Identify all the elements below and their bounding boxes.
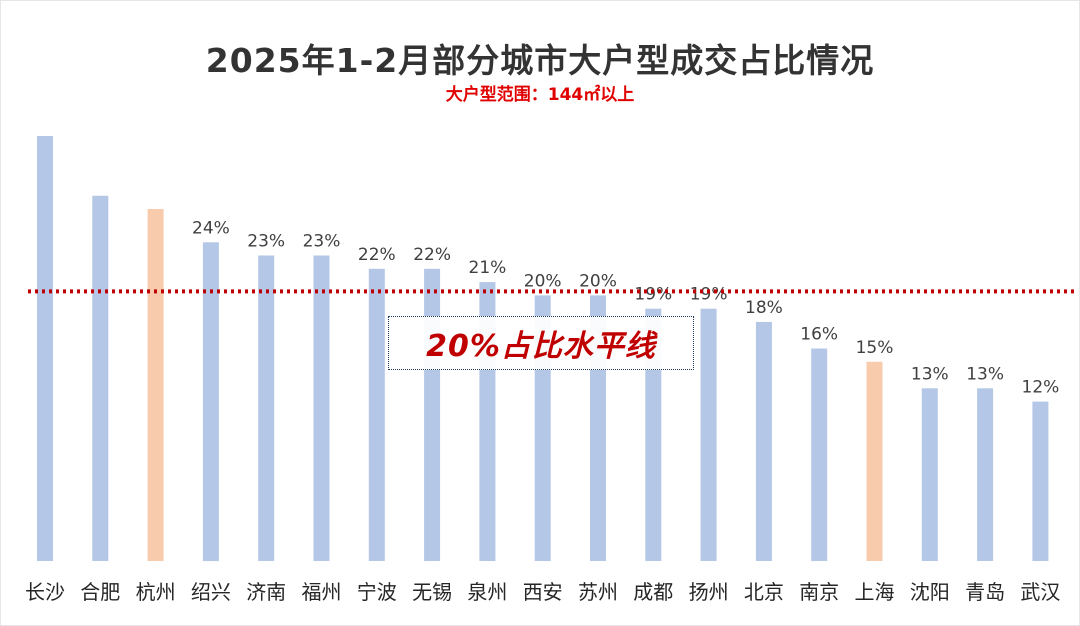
category-label-南京: 南京: [799, 580, 839, 604]
data-label-扬州: 19%: [690, 285, 728, 305]
category-label-武汉: 武汉: [1020, 580, 1060, 604]
chart-title: 2025年1-2月部分城市大户型成交占比情况: [205, 41, 875, 80]
bar-无锡: [424, 268, 441, 561]
chart-subtitle: 大户型范围：144㎡以上: [445, 85, 635, 105]
category-label-济南: 济南: [246, 580, 286, 604]
data-label-福州: 23%: [303, 232, 341, 252]
bar-扬州: [700, 308, 717, 561]
data-label-无锡: 22%: [413, 245, 451, 265]
category-label-泉州: 泉州: [467, 580, 507, 604]
data-label-苏州: 20%: [579, 271, 617, 291]
reference-label-box: 20%占比水平线: [388, 316, 694, 370]
category-label-福州: 福州: [302, 580, 342, 604]
data-label-青岛: 13%: [966, 364, 1004, 384]
category-label-苏州: 苏州: [578, 580, 618, 604]
data-label-绍兴: 24%: [192, 218, 230, 238]
category-label-西安: 西安: [523, 580, 563, 604]
data-label-济南: 23%: [247, 232, 285, 252]
bar-宁波: [368, 268, 385, 561]
data-label-上海: 15%: [856, 338, 894, 358]
bar-杭州: [147, 209, 164, 561]
data-label-泉州: 21%: [469, 258, 507, 278]
bar-武汉: [1032, 401, 1049, 561]
data-label-北京: 18%: [745, 298, 783, 318]
bar-北京: [755, 321, 772, 561]
data-label-西安: 20%: [524, 271, 562, 291]
category-label-无锡: 无锡: [412, 580, 452, 604]
bar-济南: [258, 255, 275, 561]
data-label-武汉: 12%: [1022, 378, 1060, 398]
data-label-沈阳: 13%: [911, 364, 949, 384]
data-label-南京: 16%: [800, 325, 838, 345]
category-label-绍兴: 绍兴: [191, 580, 231, 604]
category-label-杭州: 杭州: [136, 580, 176, 604]
category-label-北京: 北京: [744, 580, 784, 604]
category-label-合肥: 合肥: [80, 580, 120, 604]
bar-合肥: [92, 195, 109, 562]
bar-上海: [866, 361, 883, 561]
bar-青岛: [977, 388, 994, 561]
bar-绍兴: [202, 242, 219, 562]
bar-沈阳: [921, 388, 938, 561]
category-label-沈阳: 沈阳: [910, 580, 950, 604]
category-label-长沙: 长沙: [25, 580, 65, 604]
bar-福州: [313, 255, 330, 561]
data-label-成都: 19%: [634, 285, 672, 305]
category-label-青岛: 青岛: [965, 580, 1005, 604]
data-label-宁波: 22%: [358, 245, 396, 265]
category-label-宁波: 宁波: [357, 580, 397, 604]
bar-南京: [811, 348, 828, 561]
reference-label: 20%占比水平线: [426, 329, 656, 364]
bar-长沙: [37, 136, 53, 561]
bar-成都: [645, 308, 662, 561]
category-label-成都: 成都: [633, 580, 673, 604]
category-label-扬州: 扬州: [689, 580, 729, 604]
category-label-上海: 上海: [855, 580, 895, 604]
